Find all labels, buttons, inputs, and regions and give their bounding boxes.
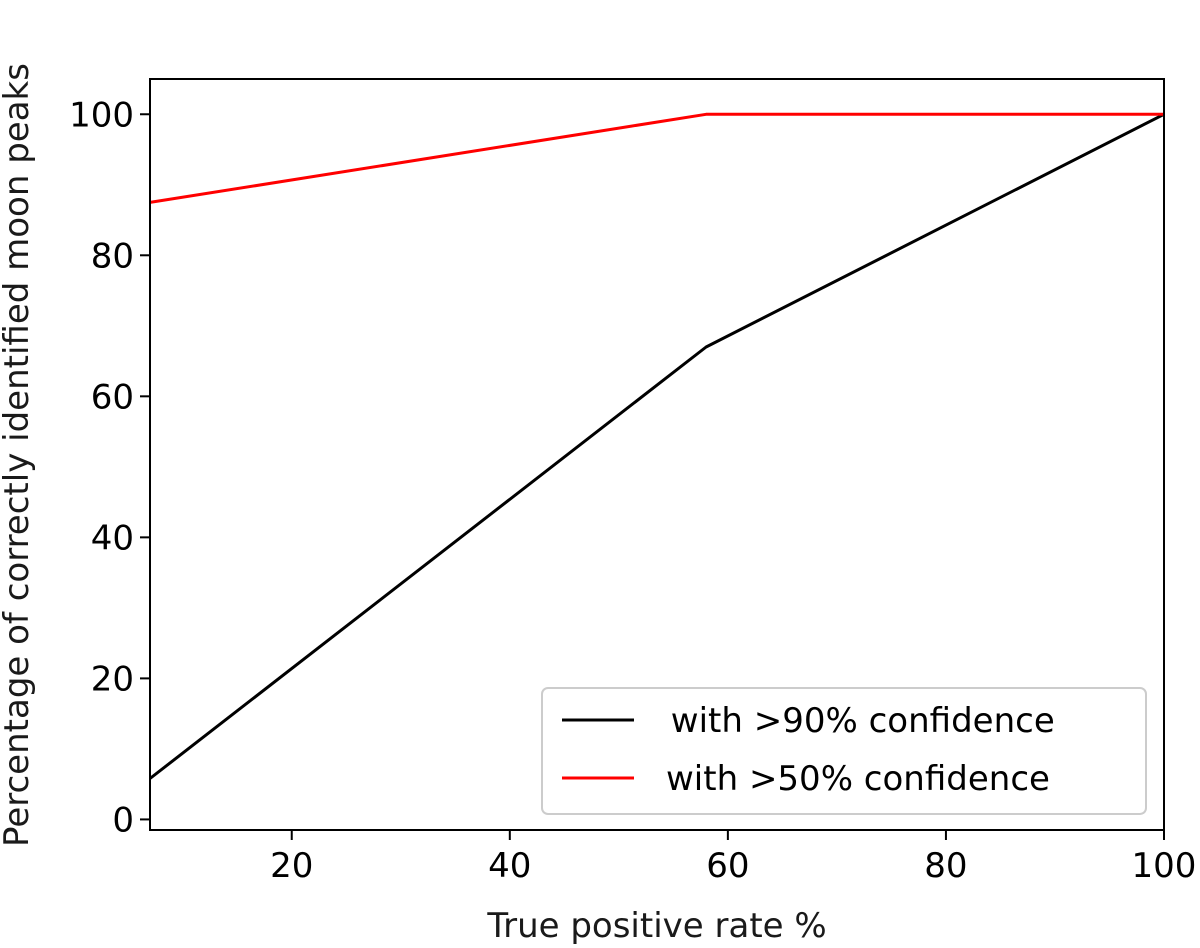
y-tick-label-60: 60: [91, 377, 134, 417]
y-axis-label: Percentage of correctly identified moon …: [0, 63, 37, 847]
y-tick-label-0: 0: [112, 800, 134, 840]
x-tick-label-40: 40: [488, 846, 531, 886]
legend-label-90-confidence: with >90% confidence: [660, 701, 1055, 741]
y-tick-label-20: 20: [91, 659, 134, 699]
y-axis-ticks: 0 20 40 60 80 100: [69, 95, 150, 840]
series-line-50-confidence: [149, 112, 1164, 204]
series-line-90-confidence: [149, 112, 1165, 780]
y-tick-label-80: 80: [91, 236, 134, 276]
x-tick-label-60: 60: [706, 846, 749, 886]
legend-label-50-confidence: with >50% confidence: [666, 759, 1050, 799]
plot-frame: [149, 78, 1165, 831]
x-axis-label: True positive rate %: [486, 906, 826, 946]
plot-lines: [149, 112, 1165, 780]
x-tick-label-80: 80: [924, 846, 967, 886]
x-tick-label-100: 100: [1132, 846, 1197, 886]
x-tick-label-20: 20: [270, 846, 313, 886]
x-axis-ticks: 20 40 60 80 100: [270, 830, 1196, 886]
y-tick-label-100: 100: [69, 95, 134, 135]
y-tick-label-40: 40: [91, 518, 134, 558]
legend-box: [541, 687, 1147, 815]
legend: with >90% confidence with >50% confidenc…: [541, 687, 1147, 815]
